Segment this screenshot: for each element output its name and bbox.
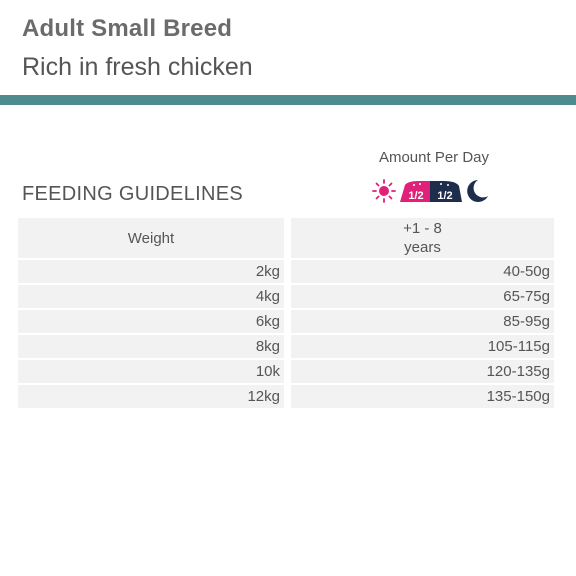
weight-column-header: Weight: [18, 218, 284, 258]
table-row: 12kg 135-150g: [18, 385, 554, 408]
feeding-guidelines-heading: FEEDING GUIDELINES: [22, 183, 243, 205]
evening-portion: 1/2: [437, 190, 452, 202]
weight-cell: 2kg: [18, 260, 284, 283]
weight-cell: 10k: [18, 360, 284, 383]
sun-icon: [372, 179, 396, 203]
product-subtitle: Rich in fresh chicken: [22, 53, 253, 81]
header-divider-band: [0, 95, 576, 105]
table-row: 4kg 65-75g: [18, 285, 554, 308]
table-row: 10k 120-135g: [18, 360, 554, 383]
amount-cell: 40-50g: [291, 260, 554, 283]
table-row: 6kg 85-95g: [18, 310, 554, 333]
amount-cell: 105-115g: [291, 335, 554, 358]
weight-cell: 6kg: [18, 310, 284, 333]
table-row: 8kg 105-115g: [18, 335, 554, 358]
amount-cell: 65-75g: [291, 285, 554, 308]
amount-cell: 120-135g: [291, 360, 554, 383]
amount-cell: 85-95g: [291, 310, 554, 333]
weight-cell: 12kg: [18, 385, 284, 408]
amount-per-day-label: Amount Per Day: [378, 149, 490, 166]
moon-icon: [467, 180, 488, 202]
table-header-row: Weight +1 - 8 years: [18, 218, 554, 258]
weight-cell: 4kg: [18, 285, 284, 308]
age-column-header: +1 - 8 years: [291, 218, 554, 258]
amount-cell: 135-150g: [291, 385, 554, 408]
product-title: Adult Small Breed: [22, 15, 233, 42]
morning-portion: 1/2: [408, 190, 423, 202]
feeding-table: Weight +1 - 8 years 2kg 40-50g 4kg 65-75…: [18, 216, 554, 410]
food-bowl-icon: 1/2 1/2: [400, 181, 462, 202]
feeding-times-graphic: 1/2 1/2: [372, 179, 488, 203]
table-row: 2kg 40-50g: [18, 260, 554, 283]
weight-cell: 8kg: [18, 335, 284, 358]
